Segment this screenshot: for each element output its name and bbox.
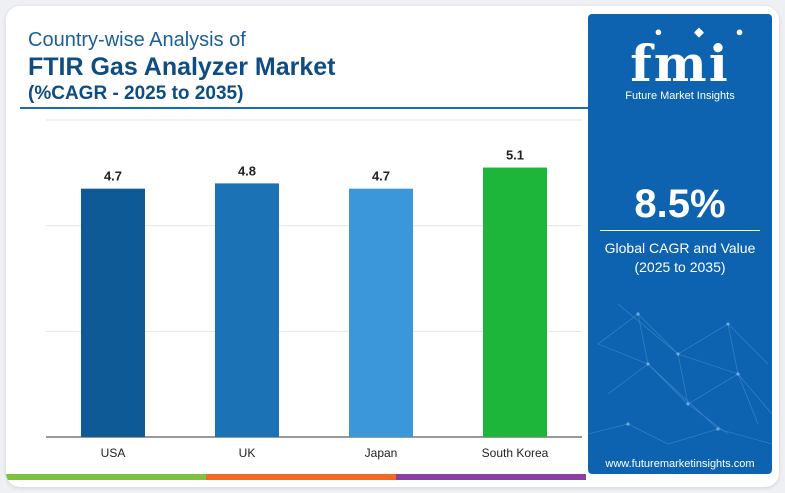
accent-bar xyxy=(6,474,586,480)
title-divider xyxy=(20,107,588,109)
title-line-2: FTIR Gas Analyzer Market xyxy=(28,53,336,81)
fmi-logo: ● ◆ ● fmi Future Market Insights xyxy=(588,24,772,102)
title-line-1: Country-wise Analysis of xyxy=(28,29,246,51)
accent-segment-orange xyxy=(206,474,396,480)
stat-label-line-2: (2025 to 2035) xyxy=(634,259,726,275)
bar-usa xyxy=(81,188,145,437)
title-line-3: (%CAGR - 2025 to 2035) xyxy=(28,83,244,104)
category-label: Japan xyxy=(365,446,398,460)
accent-segment-purple xyxy=(396,474,586,480)
network-graphic xyxy=(588,303,772,445)
data-label: 4.7 xyxy=(104,169,122,184)
sidebar-panel: ● ◆ ● fmi Future Market Insights 8.5% Gl… xyxy=(588,14,772,474)
website-link[interactable]: www.futuremarketinsights.com xyxy=(605,458,755,470)
category-label: UK xyxy=(239,446,256,460)
stat-label-line-1: Global CAGR and Value xyxy=(604,240,756,256)
chart-title-block: Country-wise Analysis of FTIR Gas Analyz… xyxy=(28,28,336,105)
global-cagr-label: Global CAGR and Value (2025 to 2035) xyxy=(588,239,772,277)
bar-south-korea xyxy=(483,167,547,438)
bar-uk xyxy=(215,183,279,437)
bar-japan xyxy=(349,188,413,437)
logo-wordmark: fmi xyxy=(630,34,730,93)
data-label: 5.1 xyxy=(506,148,524,163)
stat-divider xyxy=(600,230,760,231)
bar-chart: 4.7 USA 4.8 UK 4.7 Japan 5.1 South Korea xyxy=(46,119,582,460)
global-cagr-value: 8.5% xyxy=(634,182,726,226)
category-label: South Korea xyxy=(482,446,549,460)
chart-card: Country-wise Analysis of FTIR Gas Analyz… xyxy=(6,6,779,487)
category-label: USA xyxy=(101,446,126,460)
data-label: 4.8 xyxy=(238,163,256,178)
logo-icons: ● ◆ ● xyxy=(654,24,758,39)
data-label: 4.7 xyxy=(372,169,390,184)
accent-segment-green xyxy=(6,474,206,480)
logo-subtitle: Future Market Insights xyxy=(625,90,735,102)
